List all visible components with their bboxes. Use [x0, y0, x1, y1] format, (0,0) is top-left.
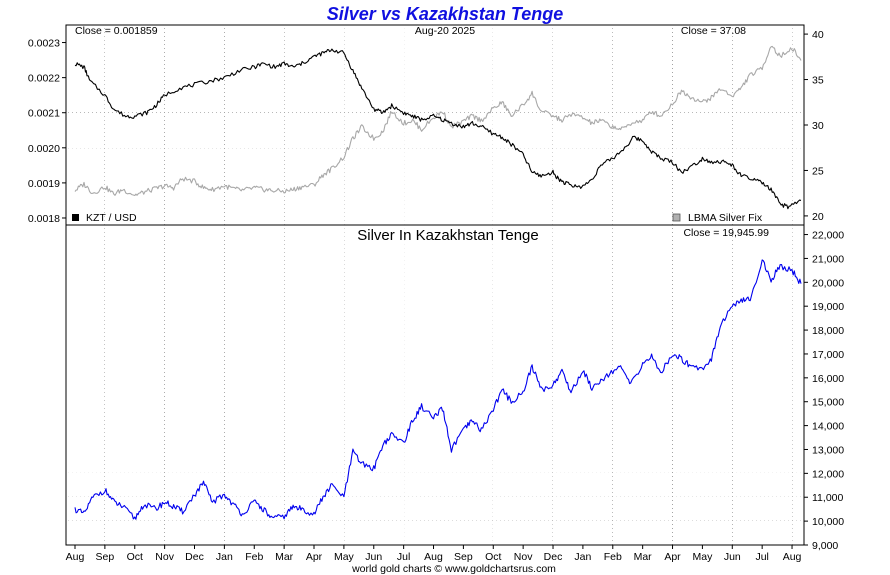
x-tick-label: May [692, 551, 713, 563]
bottom-tick-label: 22,000 [812, 230, 844, 242]
bottom-tick-label: 18,000 [812, 325, 844, 337]
x-tick-label: May [334, 551, 355, 563]
right-tick-label: 35 [812, 75, 824, 87]
x-tick-label: Apr [664, 551, 681, 563]
x-tick-label: Aug [66, 551, 85, 563]
left-tick-label: 0.0019 [28, 178, 60, 190]
close-left-label: Close = 0.001859 [75, 25, 158, 37]
silver-kzt-line [74, 259, 802, 520]
x-tick-label: Dec [185, 551, 204, 563]
right-tick-label: 30 [812, 120, 824, 132]
x-tick-label: Jan [216, 551, 233, 563]
bottom-tick-label: 10,000 [812, 516, 844, 528]
x-tick-label: Feb [604, 551, 622, 563]
bottom-frame [65, 224, 805, 546]
silver-usd-line [74, 45, 802, 197]
bottom-panel: 9,000 10,000 11,000 12,000 13,000 14,000 15,00… [66, 225, 844, 563]
right-tick-label: 40 [812, 29, 824, 41]
x-tick-label: Oct [127, 551, 143, 563]
x-tick-label: Jun [365, 551, 382, 563]
bottom-tick-label: 13,000 [812, 444, 844, 456]
date-label: Aug-20 2025 [415, 25, 475, 37]
bottom-tick-label: 15,000 [812, 397, 844, 409]
bottom-tick-label: 16,000 [812, 373, 844, 385]
x-tick-label: Aug [783, 551, 802, 563]
x-tick-label: Jun [724, 551, 741, 563]
bottom-tick-label: 14,000 [812, 421, 844, 433]
left-tick-label: 0.0022 [28, 73, 60, 85]
x-tick-label: Mar [634, 551, 653, 563]
x-tick-label: Jan [574, 551, 591, 563]
bottom-tick-label: 9,000 [812, 540, 838, 552]
footer-credit: world gold charts © www.goldchartsrus.co… [351, 563, 556, 575]
bottom-tick-label: 17,000 [812, 349, 844, 361]
left-tick-label: 0.0018 [28, 213, 60, 225]
legend-kzt: KZT / USD [86, 212, 137, 224]
bottom-tick-label: 21,000 [812, 253, 844, 265]
bottom-tick-label: 20,000 [812, 277, 844, 289]
x-tick-label: Jul [397, 551, 410, 563]
left-tick-label: 0.0020 [28, 143, 60, 155]
x-tick-label: Dec [544, 551, 563, 563]
legend-swatch-kzt [72, 214, 79, 221]
right-tick-label: 20 [812, 211, 824, 223]
x-tick-label: Mar [275, 551, 294, 563]
x-tick-label: Sep [96, 551, 115, 563]
x-tick-label: Aug [424, 551, 443, 563]
bottom-chart-title: Silver In Kazakhstan Tenge [357, 227, 539, 244]
legend-silver: LBMA Silver Fix [688, 212, 763, 224]
close-bottom-label: Close = 19,945.99 [683, 227, 769, 239]
x-tick-label: Nov [514, 551, 533, 563]
bottom-tick-label: 12,000 [812, 468, 844, 480]
top-panel: 0.0018 0.0019 0.0020 0.0021 0.0022 0.0023 20 25… [28, 25, 824, 225]
top-frame [65, 24, 805, 226]
legend-swatch-silver [672, 213, 681, 222]
bottom-tick-label: 19,000 [812, 301, 844, 313]
close-right-label: Close = 37.08 [681, 25, 746, 37]
right-tick-label: 25 [812, 165, 824, 177]
x-tick-label: Jul [755, 551, 768, 563]
chart-title: Silver vs Kazakhstan Tenge [327, 4, 563, 24]
x-tick-label: Sep [454, 551, 473, 563]
left-tick-label: 0.0023 [28, 38, 60, 50]
x-tick-label: Apr [306, 551, 323, 563]
x-tick-label: Feb [245, 551, 263, 563]
bottom-tick-label: 11,000 [812, 492, 843, 504]
x-tick-label: Nov [155, 551, 174, 563]
kzt-usd-line [74, 48, 802, 210]
x-tick-label: Oct [485, 551, 501, 563]
left-tick-label: 0.0021 [28, 108, 60, 120]
